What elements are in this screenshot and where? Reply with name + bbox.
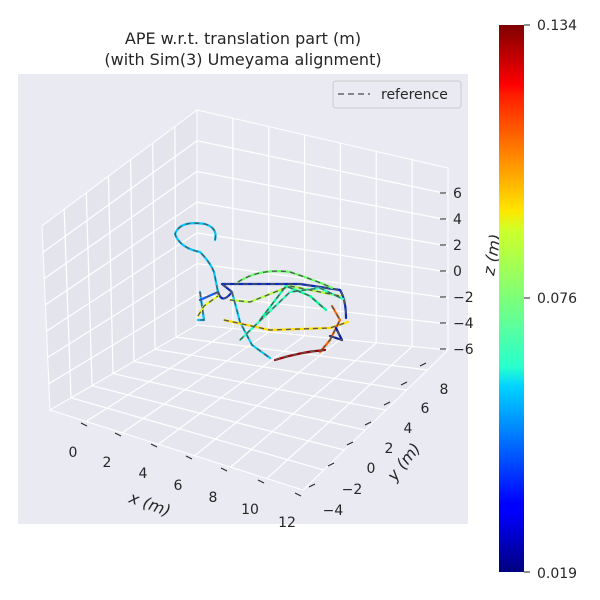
y-tick-mark	[383, 401, 391, 406]
grid-line	[112, 372, 366, 431]
grid-line	[70, 397, 324, 471]
x-tick-mark	[114, 432, 122, 437]
chart-title-line2: (with Sim(3) Umeyama alignment)	[104, 50, 381, 69]
x-tick-mark	[294, 492, 302, 497]
reference-segment	[237, 270, 333, 289]
grid-line	[196, 170, 449, 221]
x-tick-mark	[150, 443, 158, 448]
x-tick-mark	[80, 422, 88, 427]
y-tick-mark	[327, 462, 335, 467]
reference-segment	[329, 327, 344, 342]
y-tick-label: 4	[404, 421, 413, 437]
z-tick-label: 6	[453, 186, 462, 202]
grid-line	[107, 176, 114, 374]
grid-line	[91, 385, 345, 451]
z-tick-label: 0	[453, 264, 462, 280]
y-tick-label: 0	[367, 461, 376, 477]
grid-line	[121, 331, 270, 434]
y-tick-label: −4	[323, 503, 344, 519]
x-tick-label: 8	[209, 490, 218, 506]
grid-line	[196, 201, 449, 247]
reference-segment	[239, 287, 346, 341]
z-tick-label: −2	[453, 290, 474, 306]
grid-line	[154, 348, 407, 391]
x-tick-mark	[185, 455, 193, 460]
colorbar-gradient	[499, 25, 524, 572]
grid-line	[85, 328, 234, 422]
grid-line	[48, 293, 198, 385]
grid-line	[194, 338, 341, 457]
grid-line	[85, 192, 93, 386]
grid-line	[230, 342, 377, 468]
reference-segment	[199, 291, 219, 301]
x-tick-label: 0	[69, 445, 78, 461]
reference-segment	[197, 295, 219, 317]
grid-line	[196, 140, 449, 195]
legend-box	[332, 80, 462, 109]
z-axis-ticks: 6 4 2 0 −2 −4 −6	[440, 186, 474, 358]
y-tick-mark	[419, 362, 427, 367]
y-tick-label: 8	[440, 382, 449, 398]
x-tick-label: 6	[174, 478, 183, 494]
reference-segment	[174, 222, 219, 293]
y-tick-mark	[346, 441, 354, 446]
y-tick-label: 6	[421, 401, 430, 417]
x-tick-label: 12	[278, 515, 296, 531]
reference-segment	[259, 285, 327, 321]
chart-title-line1: APE w.r.t. translation part (m)	[125, 29, 361, 48]
grid-line	[47, 263, 198, 358]
trajectory-segment	[222, 318, 350, 332]
grid-line	[63, 209, 72, 398]
grid-line	[158, 335, 305, 445]
x-tick-label: 2	[103, 455, 112, 471]
colorbar-label-mid: 0.076	[537, 291, 577, 307]
y-tick-mark	[400, 381, 408, 386]
grid-line	[152, 143, 156, 350]
grid-line	[129, 159, 135, 362]
grid-line	[133, 360, 386, 411]
y-tick-mark	[308, 483, 316, 488]
x-tick-mark	[220, 467, 228, 472]
grid-line	[42, 140, 198, 253]
x-axis-ticks: 0 2 4 6 8 10 12	[69, 422, 302, 531]
z-tick-label: 4	[453, 212, 462, 228]
reference-segment	[198, 291, 205, 321]
legend: reference	[332, 80, 462, 109]
y-tick-mark	[364, 421, 372, 426]
z-tick-label: −6	[453, 342, 474, 358]
grid-line	[196, 262, 449, 299]
grid-line	[43, 170, 198, 280]
legend-label-reference: reference	[381, 87, 448, 103]
pane-3d	[41, 109, 450, 491]
grid-line	[45, 201, 198, 306]
grid-lines	[42, 118, 449, 480]
grid-line	[266, 345, 413, 480]
trajectory-segment	[216, 282, 348, 320]
x-tick-mark	[257, 479, 265, 484]
grid-line	[196, 293, 449, 325]
x-tick-label: 4	[139, 466, 148, 482]
colorbar-label-max: 0.134	[537, 18, 577, 34]
reference-segment	[319, 305, 341, 353]
grid-line	[196, 232, 449, 273]
z-tick-label: −4	[453, 316, 474, 332]
y-tick-label: 2	[385, 441, 394, 457]
reference-segment	[229, 285, 341, 303]
grid-line	[46, 232, 198, 332]
reference-trajectory	[174, 222, 349, 361]
colorbar: 0.134 0.076 0.019	[499, 18, 577, 582]
colorbar-label-min: 0.019	[537, 566, 577, 582]
y-tick-label: −2	[342, 482, 363, 498]
reference-segment	[274, 349, 326, 361]
x-tick-label: 10	[241, 502, 259, 518]
z-tick-label: 2	[453, 238, 462, 254]
